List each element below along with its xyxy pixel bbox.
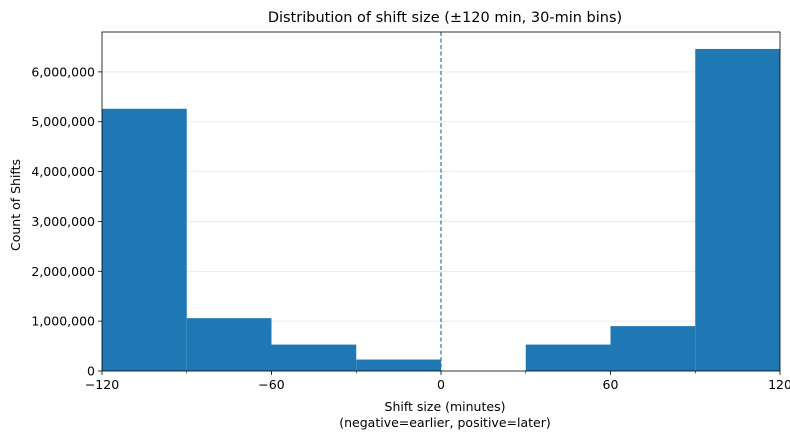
y-tick-label-0: 0: [87, 364, 95, 379]
x-axis: −120 −60 0 60 120: [85, 371, 790, 392]
histogram-bars: [102, 48, 780, 371]
chart-title: Distribution of shift size (±120 min, 30…: [268, 10, 622, 26]
x-tick-label-1: −60: [258, 377, 284, 392]
y-axis-label: Count of Shifts: [8, 159, 23, 251]
x-axis-label: Shift size (minutes): [385, 399, 506, 414]
y-tick-label-5: 5,000,000: [31, 114, 95, 129]
x-tick-label-2: 0: [437, 377, 445, 392]
x-axis-sublabel: (negative=earlier, positive=later): [339, 415, 550, 430]
x-tick-label-3: 60: [603, 377, 619, 392]
histogram-bar-3: [356, 359, 441, 371]
y-axis: 0 1,000,000 2,000,000 3,000,000 4,000,000 5,0…: [31, 64, 102, 379]
y-tick-label-3: 3,000,000: [31, 214, 95, 229]
histogram-bar-1: [186, 318, 272, 371]
histogram-bar-6: [610, 326, 696, 371]
y-tick-label-6: 6,000,000: [31, 64, 95, 79]
histogram-bar-0: [102, 108, 187, 371]
x-tick-label-0: −120: [85, 377, 119, 392]
y-tick-label-2: 2,000,000: [31, 264, 95, 279]
y-tick-label-4: 4,000,000: [31, 164, 95, 179]
histogram-bar-5: [525, 344, 611, 371]
y-tick-label-1: 1,000,000: [31, 314, 95, 329]
x-tick-label-4: 120: [768, 377, 790, 392]
histogram-bar-7: [695, 48, 780, 371]
histogram-bar-2: [271, 344, 357, 371]
